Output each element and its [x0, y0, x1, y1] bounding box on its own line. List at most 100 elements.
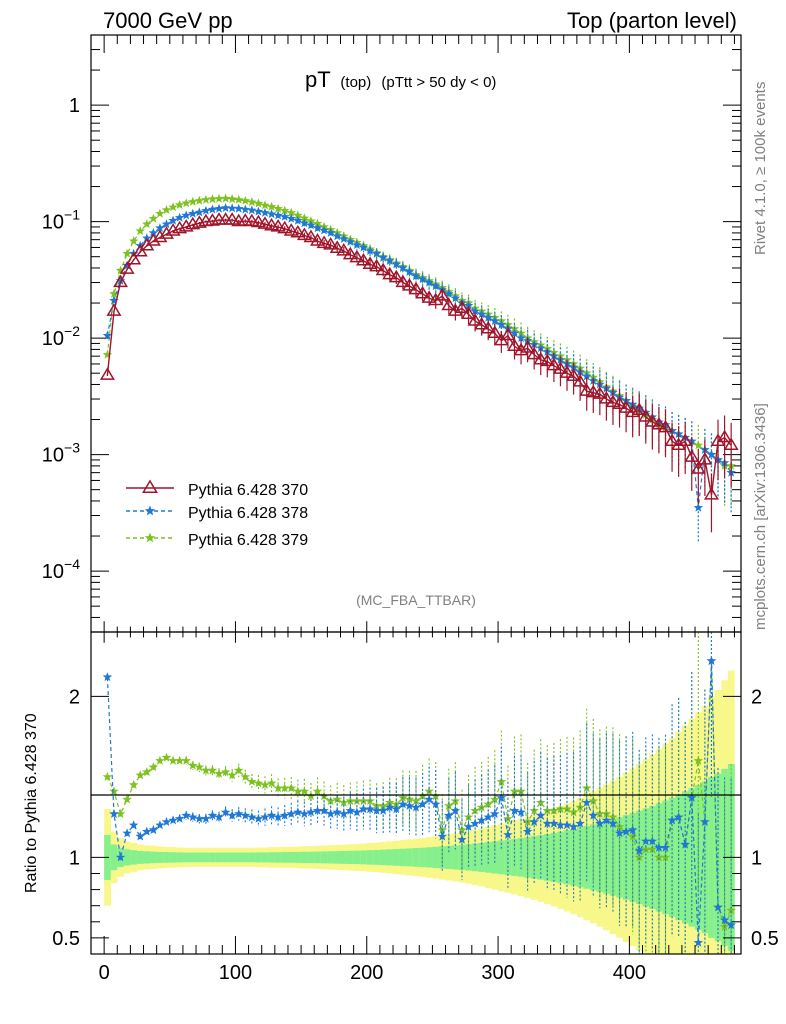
ratio-point — [220, 767, 231, 777]
data-point — [109, 295, 119, 305]
data-point — [444, 288, 454, 298]
ratio-y-ticks: 0.5 0.5 1 1 2 2 — [52, 686, 779, 950]
band-inner — [150, 851, 157, 864]
data-point — [358, 242, 369, 252]
ratio-point — [444, 800, 454, 810]
data-point — [181, 198, 191, 208]
ratio-point — [358, 796, 369, 806]
data-point — [697, 451, 713, 465]
ratio-point — [667, 815, 677, 825]
ratio-point — [234, 765, 244, 775]
ratio-point — [627, 825, 638, 835]
data-point — [526, 346, 542, 360]
ratio-point — [470, 818, 480, 828]
ratio-point — [260, 780, 270, 789]
ratio-point — [614, 828, 625, 838]
ratio-point — [601, 815, 612, 825]
ratio-point — [490, 808, 500, 818]
band-inner — [136, 850, 144, 864]
data-point — [369, 258, 385, 272]
data-point — [155, 208, 165, 218]
ratio-point — [595, 818, 605, 828]
ratio-uncertainty-bands — [104, 670, 735, 954]
ratio-point — [201, 765, 211, 775]
x-tick-label: 100 — [219, 962, 252, 984]
ratio-point — [476, 815, 487, 825]
band-inner — [320, 851, 328, 864]
data-point — [579, 383, 595, 396]
data-point — [398, 263, 408, 272]
data-point — [273, 203, 283, 213]
ratio-point — [457, 825, 467, 835]
data-point — [352, 240, 362, 249]
band-inner — [182, 852, 190, 863]
ratio-point — [102, 771, 113, 781]
band-inner — [235, 852, 243, 863]
data-point — [404, 266, 415, 276]
band-inner — [333, 851, 341, 864]
data-point — [362, 256, 378, 269]
band-inner — [484, 842, 492, 873]
band-inner — [432, 846, 440, 869]
ratio-point — [352, 807, 362, 817]
ratio-plot-frame — [90, 631, 742, 955]
ratio-point — [463, 812, 474, 822]
band-inner — [340, 850, 348, 864]
data-point — [266, 201, 277, 211]
ratio-point — [214, 812, 224, 822]
band-inner — [215, 852, 223, 863]
ratio-y-tick-label: 2 — [69, 686, 80, 708]
data-point — [188, 208, 198, 218]
band-inner — [196, 852, 203, 863]
data-point — [286, 207, 296, 217]
ratio-point — [352, 796, 362, 806]
ratio-point — [608, 812, 618, 822]
ratio-point — [536, 810, 546, 820]
ratio-point — [726, 920, 736, 930]
data-point — [520, 340, 536, 353]
ratio-point — [575, 818, 585, 828]
data-point — [244, 213, 260, 227]
ratio-point — [430, 799, 441, 809]
data-point — [142, 233, 152, 243]
series-line — [106, 219, 732, 496]
rivet-label: Rivet 4.1.0, ≥ 100k events — [752, 82, 769, 255]
data-point — [178, 218, 194, 232]
data-point — [411, 271, 421, 281]
ratio-point — [595, 808, 605, 818]
band-inner — [708, 776, 716, 938]
header-right: Top (parton level) — [567, 8, 737, 33]
data-point — [122, 248, 132, 258]
ratio-point — [713, 902, 723, 912]
data-point — [572, 374, 588, 387]
ratio-point — [286, 783, 296, 793]
ratio-point — [253, 813, 264, 823]
ratio-point — [266, 810, 277, 820]
data-point — [365, 246, 375, 255]
band-inner — [228, 852, 236, 863]
ratio-y-tick-label: 1 — [69, 847, 80, 869]
data-point — [128, 236, 139, 246]
main-series-layer — [99, 193, 739, 543]
series-line — [106, 207, 732, 508]
ratio-point — [122, 828, 132, 838]
ratio-point — [568, 821, 579, 831]
ratio-point — [266, 778, 277, 788]
band-inner — [557, 831, 565, 884]
band-inner — [281, 852, 289, 863]
data-point — [638, 409, 654, 422]
data-point — [152, 229, 168, 243]
band-inner — [202, 852, 210, 863]
data-point — [605, 394, 621, 408]
ratio-point — [660, 842, 671, 852]
ratio-point — [687, 792, 697, 802]
band-inner — [261, 852, 269, 863]
ratio-point — [516, 807, 526, 817]
band-inner — [675, 794, 683, 921]
data-point — [658, 419, 673, 433]
x-axis-ticks: 0 100 200 300 400 — [99, 35, 735, 984]
data-point — [378, 252, 388, 262]
data-point — [474, 316, 490, 330]
data-point — [345, 236, 356, 246]
data-point — [181, 210, 191, 220]
